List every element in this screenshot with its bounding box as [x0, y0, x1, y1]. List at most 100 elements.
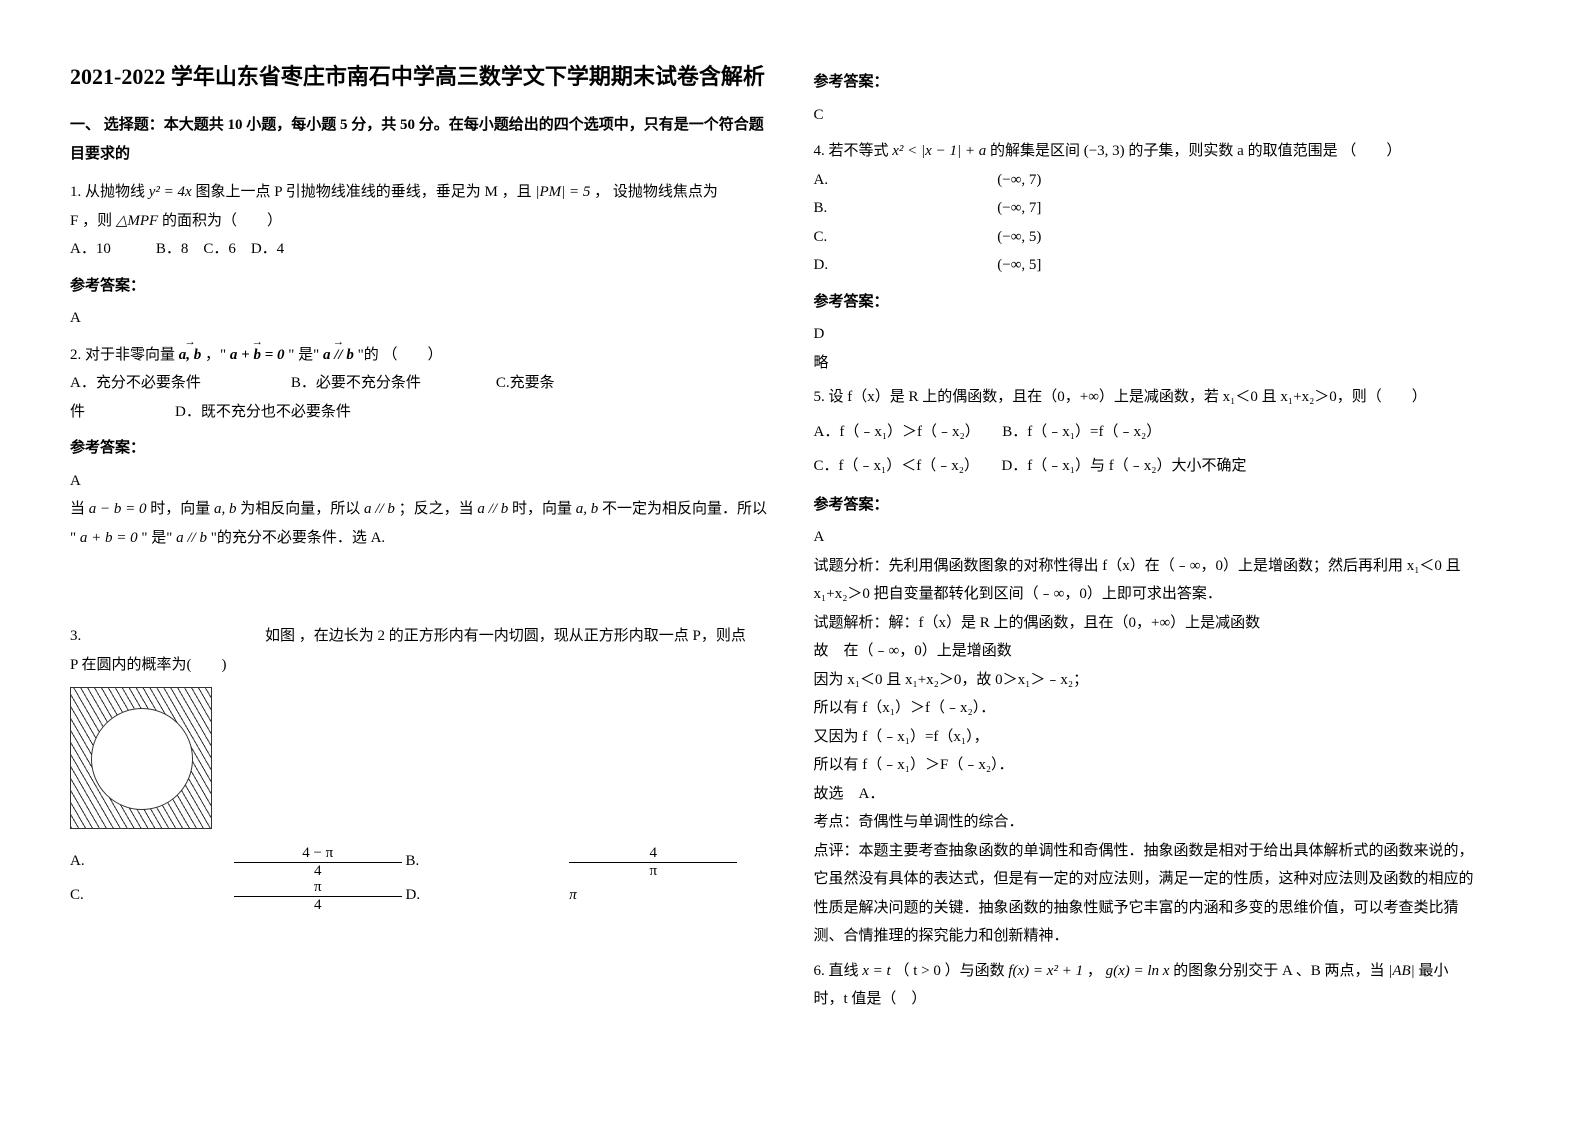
q6-se: 最小 — [1419, 963, 1449, 979]
q2-e2f2: a // b — [176, 530, 207, 546]
page: 2021-2022 学年山东省枣庄市南石中学高三数学文下学期期末试卷含解析 一、… — [0, 0, 1587, 1122]
q5-exp4: 故 在（﹣∞，0）上是增函数 — [814, 637, 1518, 666]
q6-f2: f(x) = x² + 1 — [1008, 963, 1083, 979]
q2-e1d: ；反之，当 — [399, 501, 474, 517]
q2-f2: a // b — [323, 341, 354, 370]
q5-exp5: 因为 x₁＜0 且 x₁+x₂＞0，故 0＞x₁＞﹣x₂； — [814, 666, 1518, 695]
q4-options: A. (−∞, 7) B. (−∞, 7] C. (−∞, 5) D. (−∞,… — [814, 166, 1518, 280]
q2-exp-2: " a + b = 0 " 是" a // b "的充分不必要条件．选 A. — [70, 524, 774, 553]
q5-optsCD: C．f（﹣x₁）＜f（﹣x₂） D．f（﹣x₁）与 f（﹣x₂）大小不确定 — [814, 452, 1518, 481]
q5-exp12: 它虽然没有具体的表达式，但是有一定的对应法则，满足一定的性质，这种对应法则及函数… — [814, 865, 1518, 894]
q3-C-num: π — [234, 879, 402, 897]
q4-f2: (−3, 3) — [1084, 143, 1125, 159]
q5-exp1: 试题分析：先利用偶函数图象的对称性得出 f（x）在（﹣∞，0）上是增函数；然后再… — [814, 552, 1518, 581]
q3-B: B. — [406, 847, 566, 876]
q6-f1: x = t — [862, 963, 890, 979]
q2-e1a: 当 — [70, 501, 85, 517]
q4-optB: B. (−∞, 7] — [814, 194, 1178, 223]
left-column: 2021-2022 学年山东省枣庄市南石中学高三数学文下学期期末试卷含解析 一、… — [50, 60, 794, 1082]
q3-options: A. 4 − π 4 B. 4 π C. π 4 — [70, 845, 774, 913]
q4-D: D. — [814, 251, 964, 280]
q6-sa: 6. 直线 — [814, 963, 863, 979]
q3-figure — [70, 687, 212, 829]
q4-Dv: (−∞, 5] — [997, 251, 1147, 280]
q3-optC: C. π 4 — [70, 879, 402, 913]
q5-exp7: 又因为 f（﹣x₁）=f（x₁）， — [814, 723, 1518, 752]
q3-ans: C — [814, 101, 1518, 130]
q2-e2a: " — [70, 530, 76, 546]
q4-ans-label: 参考答案： — [814, 288, 1518, 317]
q5-exp3: 试题解析：解：f（x）是 R 上的偶函数，且在（0，+∞）上是减函数 — [814, 609, 1518, 638]
q2-vec-ab: a, b — [179, 341, 202, 370]
doc-title: 2021-2022 学年山东省枣庄市南石中学高三数学文下学期期末试卷含解析 — [70, 60, 774, 93]
q4-B: B. — [814, 194, 964, 223]
q3-circle — [91, 708, 193, 810]
q4-Bv: (−∞, 7] — [997, 194, 1147, 223]
q2-e2b: " 是" — [141, 530, 172, 546]
question-3-l2: P 在圆内的概率为( ) — [70, 651, 774, 680]
q2-ans-label: 参考答案： — [70, 434, 774, 463]
q3-A-den: 4 — [234, 863, 402, 880]
q3-A: A. — [70, 847, 230, 876]
q2-f2-txt: a // b — [323, 347, 354, 363]
q4-sa: 4. 若不等式 — [814, 143, 893, 159]
question-5: 5. 设 f（x）是 R 上的偶函数，且在（0，+∞）上是减函数，若 x₁＜0 … — [814, 383, 1518, 412]
q1-ans: A — [70, 304, 774, 333]
q6-f3: g(x) = ln x — [1106, 963, 1170, 979]
q5-exp14: 测、合情推理的探究能力和创新精神． — [814, 922, 1518, 951]
q5-exp11: 点评：本题主要考查抽象函数的单调性和奇偶性．抽象函数是相对于给出具体解析式的函数… — [814, 837, 1518, 866]
q1-ans-label: 参考答案： — [70, 272, 774, 301]
q1-stem-a: 1. 从抛物线 — [70, 184, 149, 200]
q4-Av: (−∞, 7) — [997, 166, 1147, 195]
question-6-l2: 时，t 值是（ ） — [814, 985, 1518, 1014]
q1-l2a: F ，则 — [70, 213, 112, 229]
q3-C-den: 4 — [234, 897, 402, 914]
question-2: 2. 对于非零向量 a, b ，" a + b = 0 " 是" a // b … — [70, 341, 774, 370]
q3-fracB: 4 π — [569, 845, 737, 879]
q2-opts-l1: A．充分不必要条件 B．必要不充分条件 C.充要条 — [70, 369, 774, 398]
q2-e1c: 为相反向量，所以 — [240, 501, 360, 517]
q2-stem-a: 2. 对于非零向量 — [70, 347, 179, 363]
q1-formula-2: |PM| = 5 — [535, 184, 590, 200]
q1-options: A．10 B．8 C．6 D．4 — [70, 235, 774, 264]
q2-opts-l2: 件 D．既不充分也不必要条件 — [70, 398, 774, 427]
question-1: 1. 从抛物线 y² = 4x 图象上一点 P 引抛物线准线的垂线，垂足为 M … — [70, 178, 774, 207]
q2-e1b: 时，向量 — [150, 501, 210, 517]
q1-stem-c: ， 设抛物线焦点为 — [594, 184, 718, 200]
q2-e1f1: a − b = 0 — [89, 501, 147, 517]
q6-f4: |AB| — [1388, 963, 1415, 979]
q3-A-num: 4 − π — [234, 845, 402, 863]
q3-D: D. — [406, 881, 566, 910]
q2-stem-b: ，" — [205, 347, 230, 363]
q3-B-den: π — [569, 863, 737, 880]
q5-optsAB: A．f（﹣x₁）＞f（﹣x₂） B．f（﹣x₁）=f（﹣x₂） — [814, 418, 1518, 447]
q1-formula-1: y² = 4x — [149, 184, 192, 200]
q4-ans: D — [814, 320, 1518, 349]
q5-exp2: x₁+x₂＞0 把自变量都转化到区间（﹣∞，0）上即可求出答案． — [814, 580, 1518, 609]
q4-optD: D. (−∞, 5] — [814, 251, 1178, 280]
q2-e1f5: a, b — [576, 501, 599, 517]
q3-ans-label: 参考答案： — [814, 68, 1518, 97]
q3-optA: A. 4 − π 4 — [70, 845, 402, 879]
q5-exp13: 性质是解决问题的关键．抽象函数的抽象性赋予它丰富的内涵和多变的思维价值，可以考查… — [814, 894, 1518, 923]
q5-exp9: 故选 A． — [814, 780, 1518, 809]
q1-l2b: △MPF — [116, 213, 158, 229]
q3-fracC: π 4 — [234, 879, 402, 913]
q5-ans: A — [814, 523, 1518, 552]
q4-Cv: (−∞, 5) — [997, 223, 1147, 252]
question-4: 4. 若不等式 x² < |x − 1| + a 的解集是区间 (−3, 3) … — [814, 137, 1518, 166]
q4-A: A. — [814, 166, 964, 195]
q6-sc: ， — [1087, 963, 1106, 979]
q3-B-num: 4 — [569, 845, 737, 863]
q5-exp6: 所以有 f（x₁）＞f（﹣x₂）． — [814, 694, 1518, 723]
q3-D-val: π — [569, 881, 729, 910]
q2-e1f: 不一定为相反向量．所以 — [602, 501, 767, 517]
q5-ans-label: 参考答案： — [814, 491, 1518, 520]
q2-f1: a + b = 0 — [230, 341, 285, 370]
q3-C: C. — [70, 881, 230, 910]
q4-C: C. — [814, 223, 964, 252]
q2-stem-c: " 是" — [288, 347, 323, 363]
q2-e1f2: a, b — [214, 501, 237, 517]
question-3: 3. 如图 ，在边长为 2 的正方形内有一内切圆，现从正方形内取一点 P，则点 — [70, 622, 774, 651]
q2-e1f3: a // b — [364, 501, 395, 517]
